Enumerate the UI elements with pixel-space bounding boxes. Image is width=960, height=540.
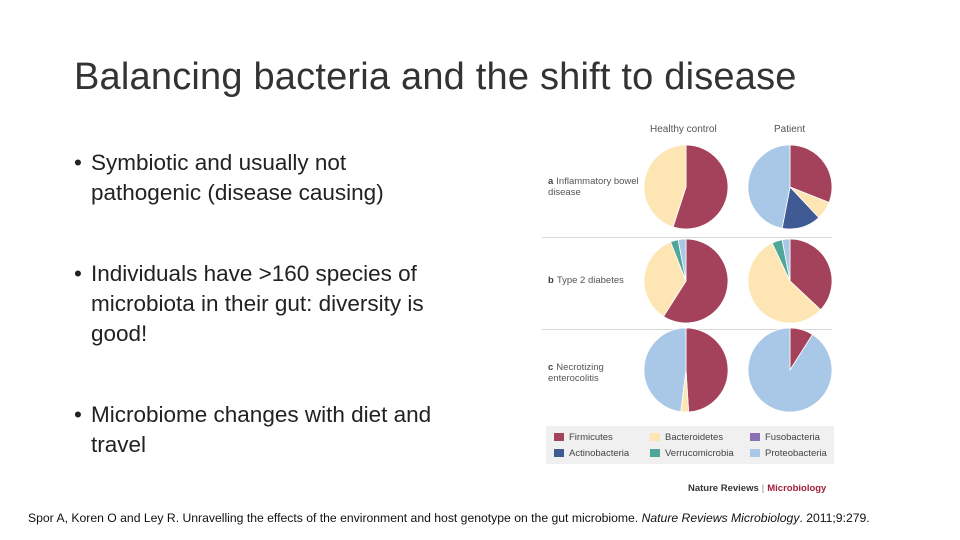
- bullet-marker: •: [74, 261, 82, 286]
- legend-swatch: [554, 449, 564, 457]
- legend-label: Fusobacteria: [765, 432, 820, 443]
- column-header-patient: Patient: [774, 124, 806, 135]
- pie-ibd-patient: [747, 144, 833, 230]
- bullet-symbiotic: • Symbiotic and usually not pathogenic (…: [74, 148, 434, 208]
- bullet-marker: •: [74, 150, 82, 175]
- pie-slice-bacteroidetes: [747, 242, 822, 324]
- legend-swatch: [650, 433, 660, 441]
- bullet-marker: •: [74, 402, 82, 427]
- citation-authors: Spor A, Koren O and Ley R. Unravelling t…: [28, 511, 639, 525]
- bullet-diet-travel: • Microbiome changes with diet and trave…: [74, 400, 434, 460]
- pie-slice-firmicutes: [789, 238, 833, 311]
- citation-details: . 2011;9:279.: [799, 511, 870, 525]
- row-divider: [542, 237, 832, 238]
- legend-label: Actinobacteria: [569, 448, 630, 459]
- row-letter: a: [548, 176, 554, 187]
- column-header-healthy: Healthy control: [650, 124, 717, 135]
- row-letter: c: [548, 362, 554, 373]
- row-text: Inflammatory bowel disease: [548, 176, 639, 198]
- legend-label: Bacteroidetes: [665, 432, 724, 443]
- legend-swatch: [750, 449, 760, 457]
- pie-slice-firmicutes: [672, 144, 729, 230]
- bullet-text: Symbiotic and usually not pathogenic (di…: [91, 150, 384, 205]
- legend-swatch: [750, 433, 760, 441]
- pie-slice-firmicutes: [685, 327, 729, 413]
- pie-slice-bacteroidetes: [643, 144, 687, 228]
- row-label-ibd: a Inflammatory bowel disease: [548, 176, 644, 198]
- pie-slice-proteobacteria: [677, 238, 687, 282]
- figure-credit: Nature Reviews | Microbiology: [688, 483, 826, 494]
- legend-label: Firmicutes: [569, 432, 613, 443]
- bullet-text: Microbiome changes with diet and travel: [91, 402, 432, 457]
- legend-item-verrucomicrobia: Verrucomicrobia: [650, 448, 734, 460]
- legend-swatch: [650, 449, 660, 457]
- credit-journal: Nature Reviews: [688, 483, 759, 494]
- microbiota-pie-figure: Healthy control Patient a Inflammatory bo…: [540, 118, 840, 498]
- citation-journal: Nature Reviews Microbiology: [641, 511, 800, 525]
- pie-ibd-healthy: [643, 144, 729, 230]
- bullet-species-count: • Individuals have >160 species of micro…: [74, 259, 444, 349]
- legend-item-bacteroidetes: Bacteroidetes: [650, 432, 723, 444]
- reference-citation: Spor A, Koren O and Ley R. Unravelling t…: [28, 511, 870, 525]
- pie-slice-firmicutes: [662, 238, 729, 324]
- legend-label: Proteobacteria: [765, 448, 827, 459]
- pie-slice-firmicutes: [789, 144, 833, 203]
- legend-item-actinobacteria: Actinobacteria: [554, 448, 629, 460]
- pie-diabetes-patient: [747, 238, 833, 324]
- legend-label: Verrucomicrobia: [665, 448, 734, 459]
- bullet-text: Individuals have >160 species of microbi…: [91, 261, 424, 346]
- legend-item-firmicutes: Firmicutes: [554, 432, 613, 444]
- pie-slice-proteobacteria: [781, 238, 791, 282]
- row-label-diabetes: b Type 2 diabetes: [548, 275, 644, 286]
- pie-slice-bacteroidetes: [643, 241, 687, 318]
- credit-section: Microbiology: [767, 483, 827, 494]
- legend-item-fusobacteria: Fusobacteria: [750, 432, 820, 444]
- credit-separator: |: [761, 483, 765, 494]
- pie-slice-proteobacteria: [747, 144, 791, 229]
- slide-title: Balancing bacteria and the shift to dise…: [74, 56, 797, 98]
- pie-nec-patient: [747, 327, 833, 413]
- row-label-nec: c Necrotizing enterocolitis: [548, 362, 644, 384]
- pie-slice-proteobacteria: [643, 327, 687, 413]
- legend-item-proteobacteria: Proteobacteria: [750, 448, 827, 460]
- pie-slice-proteobacteria: [747, 327, 833, 413]
- pie-nec-healthy: [643, 327, 729, 413]
- pie-diabetes-healthy: [643, 238, 729, 324]
- pie-legend: Firmicutes Bacteroidetes Fusobacteria Ac…: [546, 426, 834, 464]
- row-letter: b: [548, 275, 554, 286]
- legend-swatch: [554, 433, 564, 441]
- row-text: Necrotizing enterocolitis: [548, 362, 604, 384]
- row-text: Type 2 diabetes: [556, 275, 624, 286]
